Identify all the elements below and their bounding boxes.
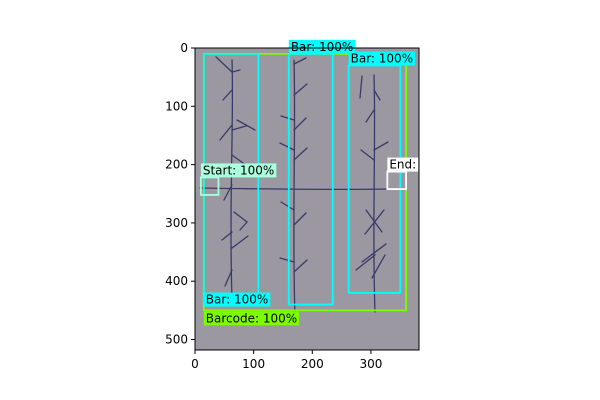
bar-label-background	[203, 292, 271, 307]
start-detection-label: Start: 100%	[203, 163, 274, 177]
x-tick-label: 0	[191, 357, 199, 371]
y-tick-label: 0	[180, 41, 188, 55]
barcode-label-background	[203, 311, 300, 326]
end-detection-label: End:	[389, 158, 416, 172]
y-tick-label: 500	[165, 333, 188, 347]
bar-detection-label: Bar: 100%	[351, 51, 413, 65]
x-tick-label: 100	[242, 357, 265, 371]
y-tick-label: 300	[165, 216, 188, 230]
bar-detection-label: Bar: 100%	[291, 40, 353, 54]
bar-label-background	[288, 39, 356, 54]
x-tick-label: 300	[359, 357, 382, 371]
bar-detection-label: Bar: 100%	[206, 293, 268, 307]
y-tick-label: 400	[165, 274, 188, 288]
y-tick-label: 100	[165, 99, 188, 113]
y-tick-label: 200	[165, 158, 188, 172]
y-axis: 0 100 200 300 400 500	[165, 41, 195, 347]
axes-frame	[194, 47, 420, 351]
x-axis: 0 100 200 300	[191, 350, 382, 371]
x-tick-label: 200	[301, 357, 324, 371]
start-label-background	[200, 163, 277, 178]
handwriting-strokes	[199, 56, 393, 319]
barcode-detection-label: Barcode: 100%	[206, 311, 297, 325]
end-label-background	[387, 157, 419, 172]
bar-label-background	[348, 51, 416, 66]
